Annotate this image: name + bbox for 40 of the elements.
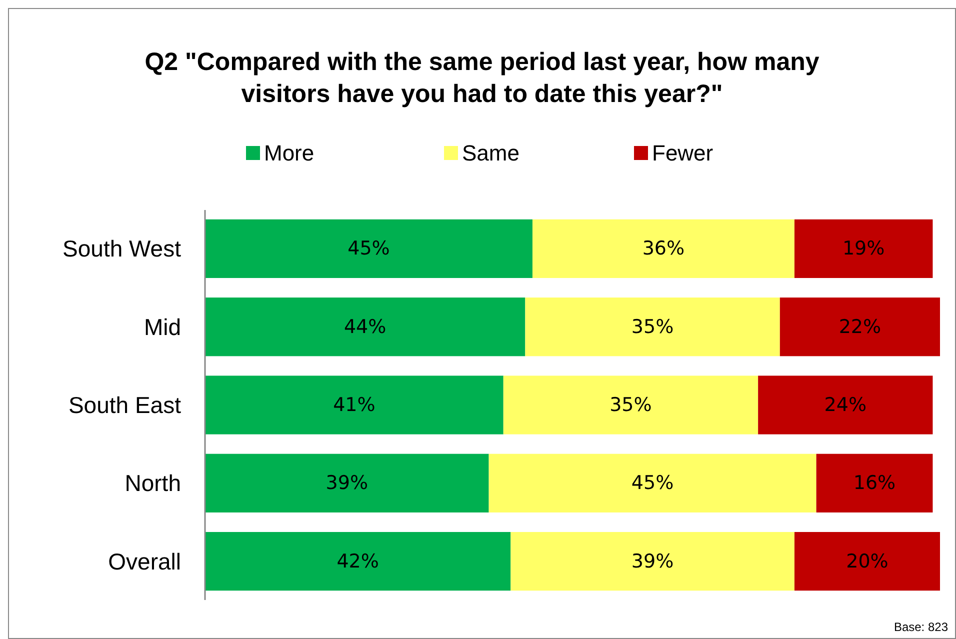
data-label: 42% (336, 550, 379, 572)
data-label: 44% (344, 316, 386, 338)
y-tick-label: Mid (144, 314, 181, 340)
bar (205, 376, 504, 434)
bar (205, 298, 526, 356)
text: Base: 823 (894, 620, 948, 634)
legend-label: Fewer (652, 140, 714, 166)
data-label: 45% (631, 472, 674, 494)
bar (205, 219, 532, 278)
data-label: 39% (326, 472, 368, 494)
bar (205, 454, 489, 512)
bar (532, 219, 794, 278)
data-label: 16% (853, 472, 896, 494)
data-label: 35% (610, 394, 652, 416)
y-tick-label: South West (62, 236, 182, 262)
data-label: 19% (842, 238, 885, 260)
bar (758, 376, 933, 434)
bar (510, 532, 794, 591)
y-tick-label: South East (68, 392, 182, 418)
bar (794, 219, 933, 278)
bar (205, 532, 511, 591)
data-label: 41% (333, 394, 376, 416)
data-label: 22% (838, 316, 882, 338)
bar (794, 532, 940, 591)
legend-label: More (264, 140, 314, 166)
bar (525, 298, 780, 356)
chart-title: Q2 "Compared with the same period last year, how many visitors have you had to date this year?" (144, 48, 820, 108)
bar (503, 376, 758, 434)
y-tick-label: Overall (108, 548, 181, 574)
data-label: 45% (348, 238, 390, 260)
bar (780, 298, 940, 356)
data-label: 35% (631, 316, 674, 338)
bar (816, 454, 933, 512)
data-label: 24% (824, 394, 867, 416)
data-label: 36% (642, 238, 685, 260)
data-label: 20% (846, 550, 888, 572)
y-tick-label: North (124, 470, 181, 496)
legend-label: Same (462, 140, 520, 166)
bar (488, 454, 816, 512)
data-label: 39% (631, 550, 674, 572)
